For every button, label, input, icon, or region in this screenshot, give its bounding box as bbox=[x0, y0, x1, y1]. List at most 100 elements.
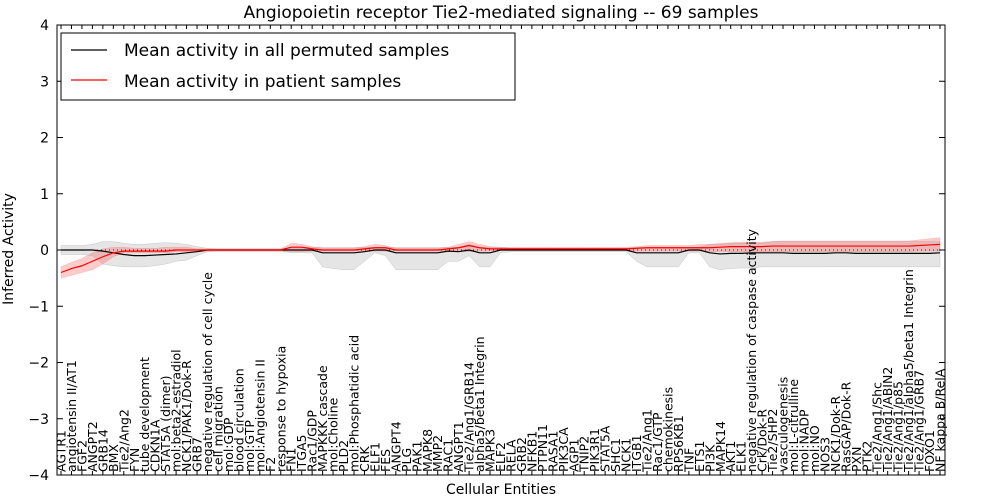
category-label: NF kappa B/RelA bbox=[933, 368, 948, 472]
y-tick-label: 3 bbox=[40, 74, 49, 90]
category-label: Crk/Dok-R bbox=[755, 409, 770, 472]
category-label: BMX bbox=[106, 444, 121, 472]
category-label: Tie2/Ang1/p85 bbox=[891, 381, 906, 473]
category-label: GRB7 bbox=[190, 437, 205, 472]
category-label: Tie2/Ang1/GRB7 bbox=[912, 370, 927, 473]
category-label: AKT1 bbox=[723, 441, 738, 472]
y-tick-label: 4 bbox=[40, 18, 49, 34]
category-label: mol:NO bbox=[807, 425, 822, 472]
category-label: mol:GTP bbox=[242, 420, 257, 472]
category-label: MAPK3 bbox=[483, 429, 498, 472]
category-label: mol:Angiotensin II bbox=[252, 359, 267, 472]
category-label: Rac1/GTP bbox=[650, 412, 665, 472]
category-label: ITGB1 bbox=[629, 434, 644, 472]
category-label: FN1 bbox=[284, 448, 299, 473]
category-label: NFKB1 bbox=[524, 431, 539, 472]
category-label: mol:beta2-estradiol bbox=[169, 349, 184, 472]
chart-title: Angiopoietin receptor Tie2-mediated sign… bbox=[243, 3, 758, 23]
category-label: PI3K bbox=[702, 444, 717, 472]
y-tick-label: −4 bbox=[28, 468, 49, 484]
x-ticks bbox=[60, 25, 941, 475]
category-label: ELF2 bbox=[493, 442, 508, 472]
category-label: NCK1/Dok-R bbox=[828, 396, 843, 472]
x-axis-label: Cellular Entities bbox=[446, 482, 556, 498]
category-label: RasGAP/Dok-R bbox=[838, 381, 853, 472]
category-label: F2 bbox=[263, 457, 278, 472]
category-label: TNIP2 bbox=[577, 436, 592, 473]
category-label: vasculogenesis bbox=[776, 377, 791, 472]
category-label: NCK1/PAK1/Dok-R bbox=[179, 360, 194, 472]
category-label: MAPK8 bbox=[420, 429, 435, 472]
category-label: cell migration bbox=[210, 386, 225, 472]
legend-label-permuted: Mean activity in all permuted samples bbox=[124, 41, 449, 61]
category-label: RAC1 bbox=[441, 439, 456, 472]
category-label: Tie2/Ang1/alpha5/beta1 Integrin bbox=[901, 269, 916, 473]
category-label: tube development bbox=[137, 357, 152, 472]
category-label: STAT5A (dimer) bbox=[158, 376, 173, 472]
category-label: RPS6KB1 bbox=[671, 415, 686, 472]
category-label: ETS1 bbox=[692, 441, 707, 472]
category-label: Tie2/Ang1/ABIN2 bbox=[880, 367, 895, 473]
y-tick-label: 1 bbox=[40, 187, 49, 203]
category-label: RASA1 bbox=[545, 431, 560, 472]
category-label: FES bbox=[378, 449, 393, 472]
category-label: TNF bbox=[681, 448, 696, 473]
category-label: PLD2 bbox=[336, 440, 351, 472]
category-label: Rac1/GDP bbox=[305, 410, 320, 472]
category-label: blood circulation bbox=[231, 368, 246, 472]
category-label: MAPK14 bbox=[713, 421, 728, 472]
category-label: PTPN11 bbox=[535, 424, 550, 472]
category-label: PTK2 bbox=[859, 441, 874, 472]
category-label: RELA bbox=[503, 439, 518, 472]
plot-frame bbox=[56, 24, 946, 476]
category-label: Tie2/Ang1 bbox=[640, 409, 655, 473]
category-label: FOXO1 bbox=[922, 430, 937, 472]
category-label: MAPKKK cascade bbox=[315, 365, 330, 472]
category-label: PLG bbox=[399, 448, 414, 472]
category-label: PIK3R1 bbox=[587, 428, 602, 472]
category-label: AGP1 bbox=[566, 438, 581, 472]
y-tick-label: −3 bbox=[28, 412, 49, 428]
category-label: PXN bbox=[849, 447, 864, 472]
category-label: CDKN1A bbox=[148, 419, 163, 472]
category-label: ANGPT2 bbox=[85, 421, 100, 472]
category-label: PIK3CA bbox=[556, 427, 571, 472]
legend-label-patient: Mean activity in patient samples bbox=[124, 72, 401, 92]
category-label: mol:GDP bbox=[221, 417, 236, 472]
category-label: GRB2 bbox=[514, 437, 529, 472]
category-label: chemokinesis bbox=[660, 387, 675, 472]
category-label: MMP2 bbox=[430, 435, 445, 472]
y-tick-label: −2 bbox=[28, 356, 49, 372]
category-label: NCK1 bbox=[619, 438, 634, 472]
confidence-bands bbox=[60, 237, 941, 279]
category-label: mol:Choline bbox=[326, 397, 341, 472]
category-label: response to hypoxia bbox=[273, 346, 288, 472]
series-lines bbox=[57, 243, 945, 274]
category-label: Tie2/Ang1/GRB14 bbox=[462, 362, 477, 473]
category-label: PAK1 bbox=[409, 441, 424, 472]
category-label: mol:Phosphatidic acid bbox=[347, 335, 362, 472]
category-label: angiotensin II/AT1 bbox=[64, 360, 79, 472]
category-label: ITGA5 bbox=[294, 434, 309, 472]
category-label: STAT5A bbox=[598, 425, 613, 472]
category-label: Tie2/Ang2 bbox=[116, 409, 131, 473]
band-permuted bbox=[60, 241, 941, 270]
category-label: Tie2/SHP2 bbox=[765, 409, 780, 473]
legend: Mean activity in all permuted samples Me… bbox=[60, 32, 516, 101]
category-label: ELF1 bbox=[367, 442, 382, 472]
category-label: mol:NADP bbox=[796, 409, 811, 472]
y-tick-label: 2 bbox=[40, 131, 49, 147]
legend-box bbox=[60, 32, 516, 101]
category-label: FGF2 bbox=[74, 440, 89, 472]
series-line-patient bbox=[60, 243, 941, 274]
category-label: ANGPT4 bbox=[388, 421, 403, 472]
category-label: NOS3 bbox=[817, 437, 832, 472]
category-label: FYN bbox=[127, 448, 142, 472]
y-axis-label: Inferred Activity bbox=[1, 193, 17, 305]
category-label: negative regulation of cell cycle bbox=[200, 272, 215, 472]
category-label: Tie2/Ang1/Shc bbox=[870, 382, 885, 473]
category-label: mol:L-citrulline bbox=[786, 379, 801, 472]
category-label: GRB14 bbox=[95, 429, 110, 472]
y-tick-label: 0 bbox=[40, 243, 49, 259]
